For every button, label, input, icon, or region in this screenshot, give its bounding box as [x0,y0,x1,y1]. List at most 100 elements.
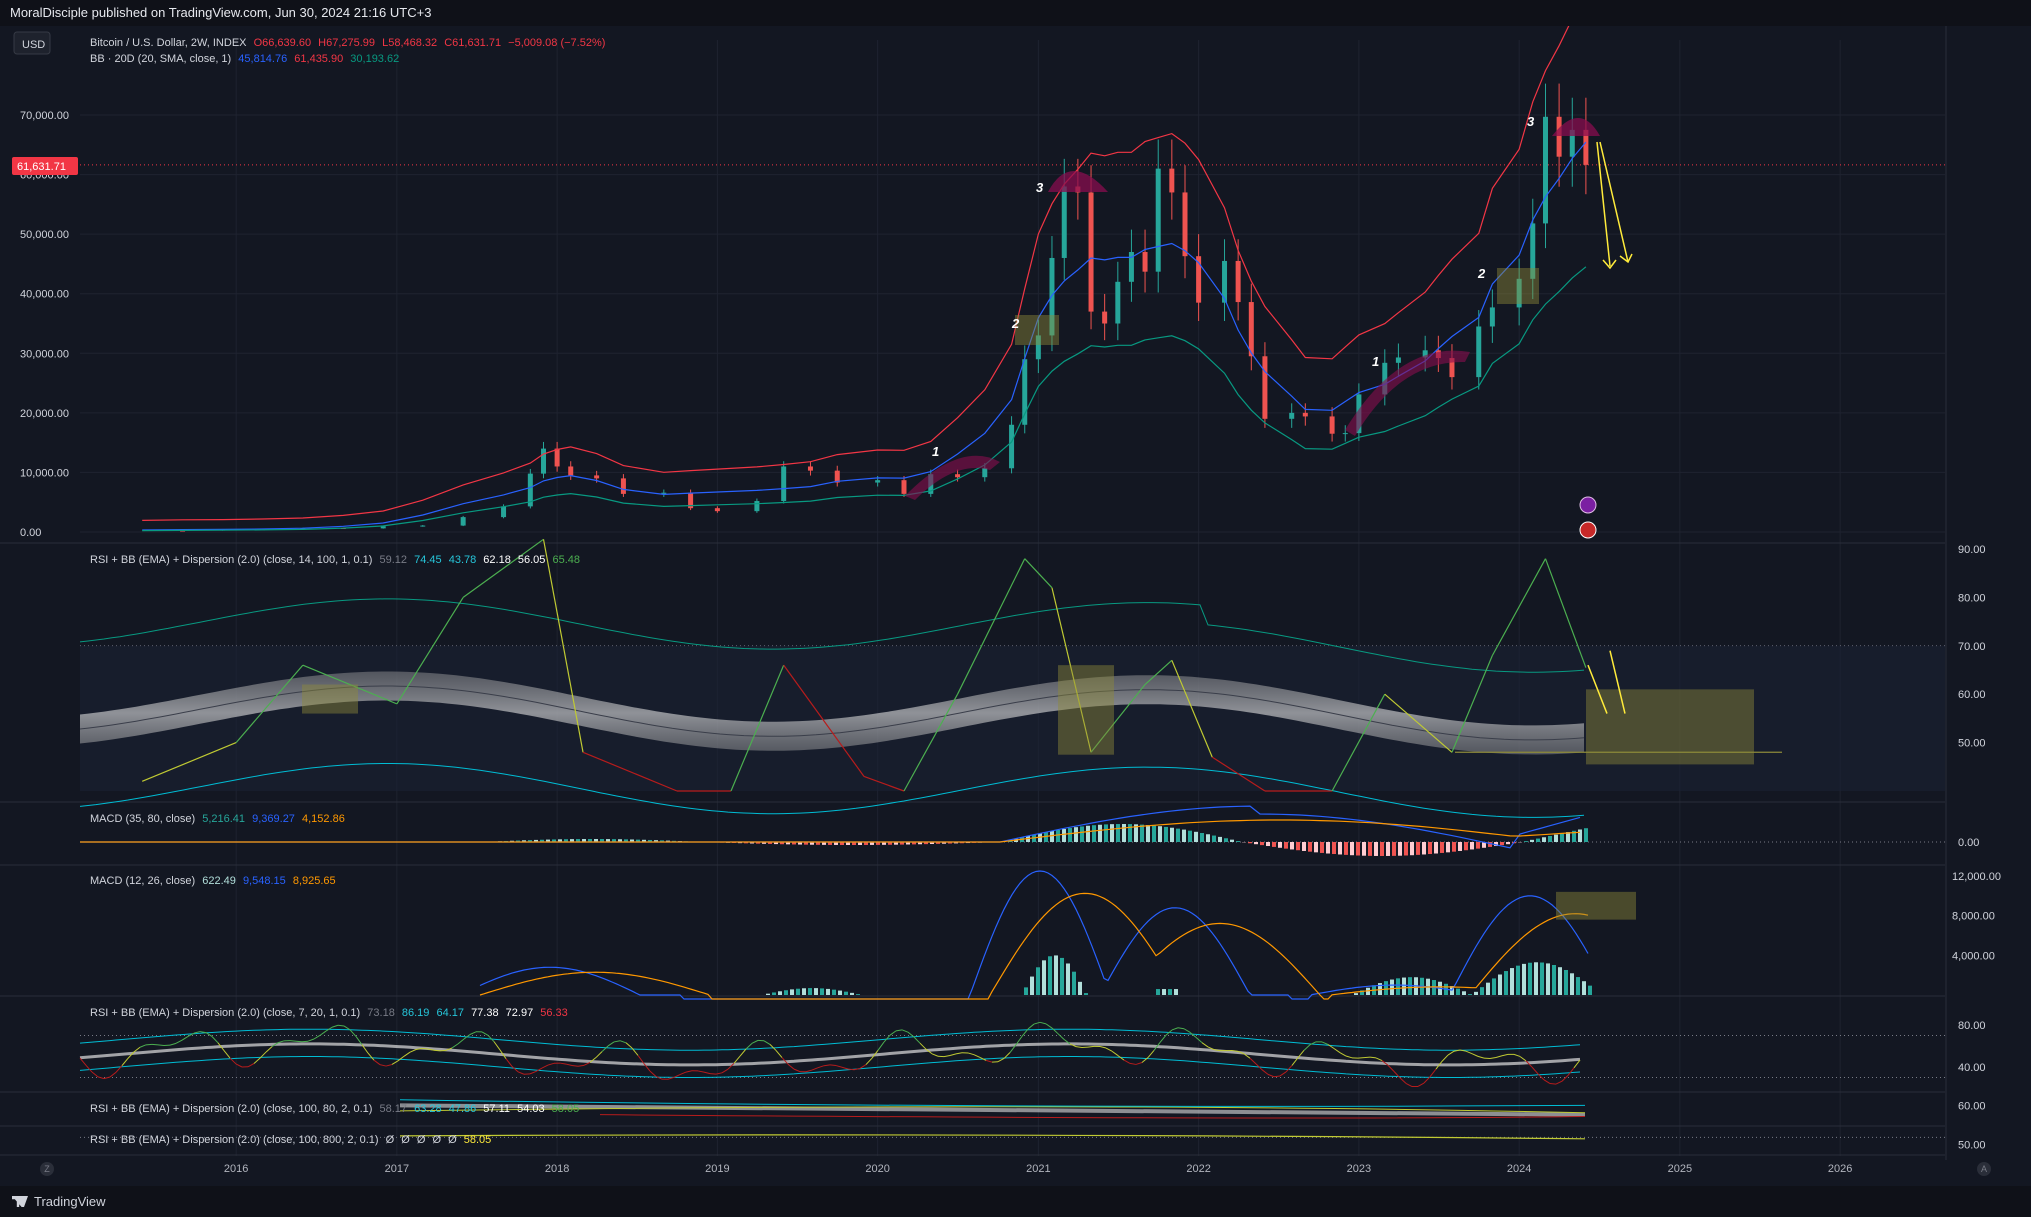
macd-histogram-bar [912,842,916,845]
rsi-segment [745,1042,753,1050]
rsi-segment [631,1047,639,1056]
macd-histogram-bar [1422,842,1426,855]
candle-body [781,466,787,502]
macd-histogram-bar [1152,825,1156,842]
rsi-segment [1201,1042,1209,1048]
rsi-segment [1555,1080,1563,1085]
macd-12-26-pane[interactable] [479,870,1592,1000]
rsi-14-pane[interactable] [79,538,1945,818]
macd-histogram-bar [1588,985,1592,995]
rsi-7-pane[interactable] [79,1021,1945,1088]
rsi-segment [1273,1075,1281,1078]
macd-histogram-bar [1332,842,1336,855]
macd-histogram-bar [1554,834,1558,842]
rsi-segment [211,1036,219,1044]
macd-histogram-bar [1290,842,1294,850]
candle-body [688,492,694,509]
rsi-segment [1387,1064,1395,1072]
macd-histogram-bar [1122,824,1126,842]
highlight-box [1556,891,1636,920]
rsi-segment [139,1044,147,1048]
macd-histogram-bar [768,842,772,844]
rsi-segment [1075,1046,1083,1048]
macd-histogram-bar [864,842,868,845]
rsi-segment [1015,1036,1023,1046]
rsi-segment [751,1039,759,1044]
macd-histogram-bar [1260,842,1264,846]
price-axis[interactable]: 0.00 10,000.00 20,000.00 30,000.00 40,000.00… [20,110,2001,1152]
rsi-segment [463,1034,471,1040]
rsi-100-800-pane[interactable] [80,1134,1945,1140]
symbol-label: Bitcoin / U.S. Dollar, 2W, INDEX [90,37,247,49]
macd-histogram-bar [1546,963,1550,995]
macd-histogram-bar [1482,842,1486,848]
macd-histogram-bar [1416,842,1420,855]
rsi-segment [1144,659,1173,685]
tradingview-logo[interactable]: TradingView [12,1194,106,1209]
highlight-box [1015,315,1059,345]
candle-body [901,480,907,494]
rsi-segment [175,1039,183,1044]
macd-histogram-bar [942,842,946,844]
time-tick-label: 2019 [705,1163,729,1175]
lightning-icon [1579,496,1597,514]
rsi-segment [397,1055,405,1062]
macd-histogram-bar [1086,825,1090,842]
auto-scale-marker[interactable]: A [1977,1162,1991,1176]
rsi-segment [517,1071,525,1075]
macd-histogram-bar [1470,842,1474,850]
macd-histogram-bar [1498,974,1502,995]
macd-histogram-bar [1284,842,1288,849]
price-tick-label: 70,000.00 [20,110,69,122]
macd-histogram-bar [762,842,766,844]
rsi-segment [769,1044,777,1051]
rsi-segment [385,1064,393,1067]
macd-histogram-bar [1410,842,1414,856]
rsi-segment [793,1068,801,1073]
rsi-segment [895,1029,903,1032]
rsi-segment [919,1042,927,1050]
rsi-100-80-pane[interactable] [399,1099,1586,1119]
rsi-segment [433,1049,441,1052]
scroll-left-marker[interactable]: Z [40,1162,54,1176]
rsi-segment [901,1029,909,1033]
macd-histogram-bar [1162,989,1166,995]
candle-body [554,448,560,467]
macd-histogram-bar [1176,828,1180,842]
macd-histogram-bar [1480,987,1484,995]
macd-histogram-bar [612,839,616,842]
rsi-segment [445,1047,453,1051]
macd-histogram-bar [948,842,952,844]
rsi-segment [805,1069,813,1073]
chart-canvas[interactable]: 0.00 10,000.00 20,000.00 30,000.00 40,000.00… [0,26,2031,1186]
rsi-segment [739,1048,747,1057]
rsi-segment [1339,1052,1347,1057]
macd-35-80-pane[interactable] [80,805,1945,856]
rsi-segment [1117,1055,1125,1061]
macd-histogram-bar [1174,989,1178,995]
macd-histogram-bar [1566,832,1570,842]
macd-histogram-bar [1362,842,1366,856]
candle-body [875,480,881,483]
time-axis[interactable]: 2016 2017 2018 2019 2020 2021 2022 2023 2024 2025… [224,1163,1852,1175]
candle-body [1583,129,1589,165]
candle-body [1182,192,1188,257]
macd-histogram-bar [1212,835,1216,842]
macd-histogram-bar [1044,832,1048,842]
drawing-annotations[interactable] [302,118,1782,920]
rsi-segment [301,1040,309,1043]
price-pane[interactable] [80,26,1945,532]
macd-histogram-bar [1230,839,1234,842]
rsi-segment [841,1066,849,1070]
candle-body [1009,424,1015,469]
rsi-segment [1525,1060,1533,1068]
macd-histogram-bar [1074,827,1078,842]
macd-histogram-bar [820,988,824,995]
macd-histogram-bar [756,842,760,844]
candle-body [1302,412,1308,417]
currency-button[interactable]: USD [13,31,51,55]
rsi-segment [1153,1042,1161,1051]
rsi-upper-band [399,1099,1586,1107]
rsi-segment [1491,558,1547,656]
rsi-segment [542,539,584,753]
